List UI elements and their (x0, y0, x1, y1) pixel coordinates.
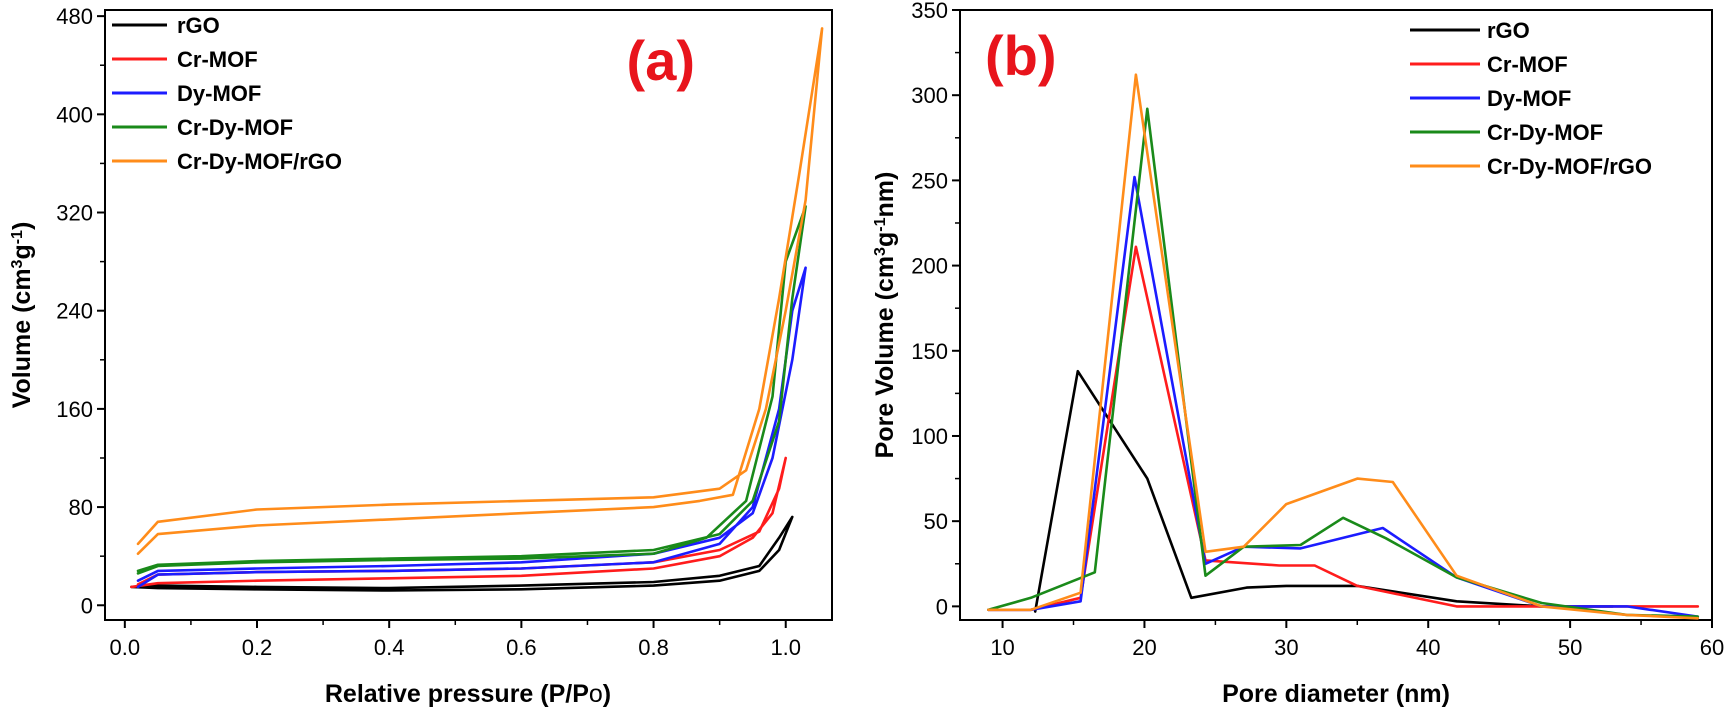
series-line-cr-dy-mof (987, 107, 1700, 618)
x-tick-label: 0.2 (242, 635, 273, 660)
series-line-cr-dy-mof (136, 205, 807, 575)
series-line-cr-mof (987, 245, 1700, 612)
y-tick-label: 400 (56, 102, 93, 127)
x-tick-label: 0.6 (506, 635, 537, 660)
legend-label: Dy-MOF (1487, 86, 1571, 111)
x-tick-label: 10 (990, 635, 1014, 660)
y-tick-label: 0 (81, 593, 93, 618)
y-tick-label: 350 (911, 0, 948, 23)
legend-label: Cr-MOF (1487, 52, 1568, 77)
y-tick-label: 0 (936, 594, 948, 619)
series-group (130, 27, 824, 592)
y-axis-label: Volume (cm3g-1) (8, 222, 36, 409)
legend-label: Cr-Dy-MOF/rGO (177, 149, 342, 174)
y-tick-label: 50 (924, 509, 948, 534)
legend-label: rGO (1487, 18, 1530, 43)
y-tick-label: 150 (911, 339, 948, 364)
y-tick-label: 200 (911, 254, 948, 279)
x-tick-label: 1.0 (770, 635, 801, 660)
y-tick-label: 480 (56, 4, 93, 29)
legend-label: Cr-Dy-MOF/rGO (1487, 154, 1652, 179)
x-tick-label: 50 (1558, 635, 1582, 660)
panel-label: (a) (627, 29, 695, 92)
series-line-dy-mof (987, 175, 1700, 618)
legend-label: Dy-MOF (177, 81, 261, 106)
series-line-cr-dy-mof-rgo (136, 27, 824, 556)
isotherm-chart-panel: 0.0 0.2 0.4 0.6 0.8 1.0 0 80 160 240 320 400 480 rGO… (8, 4, 833, 708)
y-tick-label: 240 (56, 299, 93, 324)
y-axis-label: Pore Volume (cm3g-1nm) (871, 172, 899, 459)
y-tick-label: 300 (911, 83, 948, 108)
series-line-cr-mof (130, 456, 788, 589)
legend-label: Cr-Dy-MOF (177, 115, 293, 140)
series-line-dy-mof (136, 266, 807, 589)
x-tick-label: 40 (1416, 635, 1440, 660)
y-tick-label: 160 (56, 397, 93, 422)
x-tick-label: 0.4 (374, 635, 405, 660)
x-tick-label: 0.8 (638, 635, 669, 660)
y-tick-label: 250 (911, 168, 948, 193)
plot-frame (959, 9, 1713, 621)
y-tick-label: 100 (911, 424, 948, 449)
axis-ticks: 10 20 30 40 50 60 0 50 100 150 200 250 300 350 (911, 0, 1724, 660)
legend: rGO Cr-MOF Dy-MOF Cr-Dy-MOF Cr-Dy-MOF/rGO (112, 13, 342, 174)
axis-ticks: 0.0 0.2 0.4 0.6 0.8 1.0 0 80 160 240 320 400 480 (56, 4, 801, 660)
x-tick-label: 0.0 (110, 635, 141, 660)
plot-frame (104, 9, 833, 621)
legend: rGO Cr-MOF Dy-MOF Cr-Dy-MOF Cr-Dy-MOF/rGO (1410, 18, 1652, 179)
y-tick-label: 320 (56, 201, 93, 226)
series-line-cr-dy-mof-rgo (987, 73, 1700, 620)
series-line-rgo (130, 515, 794, 592)
legend-label: Cr-MOF (177, 47, 258, 72)
legend-label: rGO (177, 13, 220, 38)
legend-label: Cr-Dy-MOF (1487, 120, 1603, 145)
x-tick-label: 30 (1274, 635, 1298, 660)
x-tick-label: 20 (1132, 635, 1156, 660)
x-tick-label: 60 (1700, 635, 1724, 660)
panel-label: (b) (985, 24, 1057, 87)
y-tick-label: 80 (69, 495, 93, 520)
x-axis-label: Relative pressure (P/Po) (325, 680, 611, 708)
pore-distribution-chart-panel: 10 20 30 40 50 60 0 50 100 150 200 250 300 350 rGO Cr-… (871, 0, 1724, 708)
series-group (987, 73, 1700, 620)
x-axis-label: Pore diameter (nm) (1222, 680, 1450, 708)
